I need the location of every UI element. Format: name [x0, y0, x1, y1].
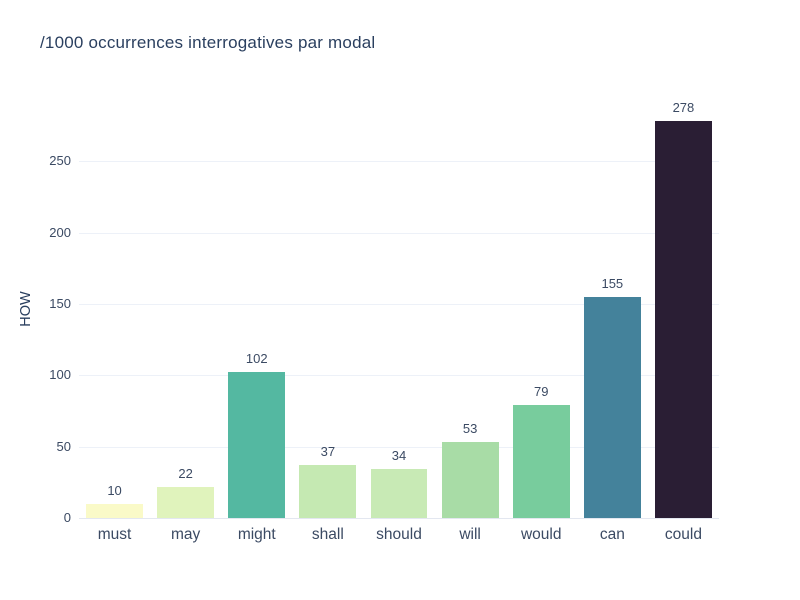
x-tick-label-could: could — [664, 526, 702, 543]
bar-value-label-might: 102 — [245, 351, 268, 367]
gridline-100 — [79, 375, 719, 377]
bar-may[interactable] — [157, 486, 215, 518]
x-tick-label-can: can — [599, 526, 625, 543]
gridline-250 — [79, 161, 719, 163]
bar-value-label-would: 79 — [533, 384, 549, 400]
x-tick-label-would: would — [520, 526, 562, 543]
x-tick-label-must: must — [97, 526, 132, 543]
bar-can[interactable] — [583, 296, 641, 518]
x-tick-label-shall: shall — [311, 526, 344, 543]
bar-value-label-will: 53 — [462, 421, 478, 437]
y-tick-label-150: 150 — [49, 296, 71, 311]
bar-could[interactable] — [655, 121, 712, 518]
bar-must[interactable] — [86, 503, 143, 518]
y-tick-label-50: 50 — [56, 438, 71, 454]
x-tick-label-will: will — [459, 526, 481, 543]
bar-will[interactable] — [441, 442, 499, 518]
x-tick-label-might: might — [237, 526, 276, 543]
gridline-50 — [79, 446, 719, 448]
bar-value-label-could: 278 — [672, 100, 695, 116]
gridline-200 — [79, 232, 719, 234]
bar-might[interactable] — [228, 372, 286, 518]
bar-value-label-must: 10 — [107, 482, 122, 498]
bar-shall[interactable] — [299, 465, 357, 518]
bar-would[interactable] — [512, 405, 570, 518]
x-tick-label-may: may — [171, 526, 201, 543]
y-tick-label-250: 250 — [49, 153, 71, 169]
x-axis-line — [79, 518, 719, 519]
y-tick-label-200: 200 — [49, 224, 71, 240]
bar-should[interactable] — [370, 469, 428, 518]
y-tick-label-100: 100 — [49, 367, 71, 383]
bar-value-label-should: 34 — [391, 448, 407, 464]
y-tick-label-0: 0 — [63, 510, 71, 525]
bar-value-label-can: 155 — [601, 275, 624, 291]
bar-value-label-shall: 37 — [320, 444, 336, 460]
gridline-150 — [79, 304, 719, 305]
chart-title: /1000 occurrences interrogatives par mod… — [40, 33, 376, 52]
x-tick-label-should: should — [376, 526, 422, 543]
bar-value-label-may: 22 — [178, 465, 193, 481]
